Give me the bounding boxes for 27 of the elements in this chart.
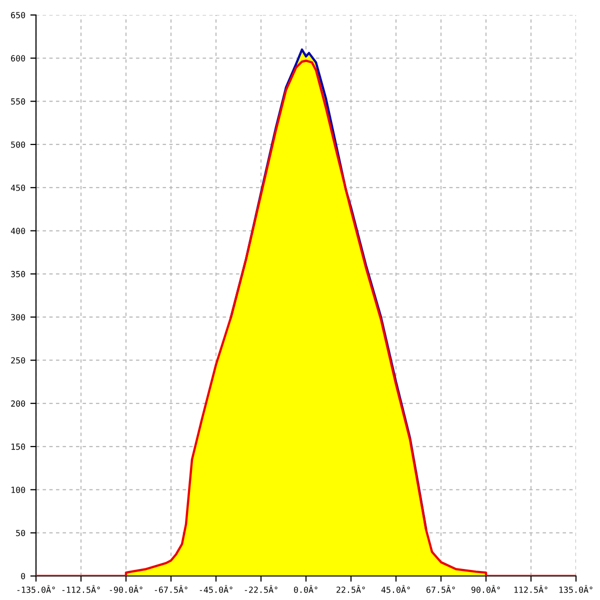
x-tick-label: -90.0Â° <box>110 585 142 593</box>
x-tick-label: 135.0Â° <box>559 585 592 593</box>
y-tick-label: 400 <box>10 228 26 234</box>
y-tick-label: 450 <box>10 184 26 191</box>
y-tick-label: 550 <box>11 98 26 105</box>
x-tick-label: 45.0Â° <box>381 585 410 593</box>
x-tick-label: 22.5Â° <box>336 585 365 593</box>
y-tick-label: 500 <box>11 141 26 148</box>
y-tick-label: 0 <box>21 573 26 580</box>
x-tick-label: 67.5Â° <box>426 585 455 593</box>
x-tick-label: -135.0Â° <box>17 585 55 593</box>
x-tick-label: -112.5Â° <box>62 585 100 593</box>
x-tick-label: -22.5Â° <box>244 585 278 593</box>
y-tick-label: 200 <box>11 400 26 407</box>
x-tick-label: 0.0Â° <box>294 585 318 593</box>
x-tick-label: 112.5Â° <box>514 585 548 593</box>
y-tick-label: 600 <box>11 55 26 62</box>
x-tick-label: -67.5Â° <box>154 585 188 593</box>
y-tick-label: 250 <box>11 357 26 364</box>
x-tick-label: 90.0Â° <box>471 585 500 593</box>
y-tick-label: 50 <box>16 530 26 536</box>
y-tick-label: 350 <box>11 270 26 278</box>
y-tick-label: 650 <box>11 12 26 18</box>
x-tick-label: -45.0Â° <box>200 585 232 593</box>
y-tick-label: 100 <box>12 486 26 493</box>
y-tick-label: 300 <box>11 314 26 320</box>
y-tick-label: 150 <box>12 444 26 450</box>
